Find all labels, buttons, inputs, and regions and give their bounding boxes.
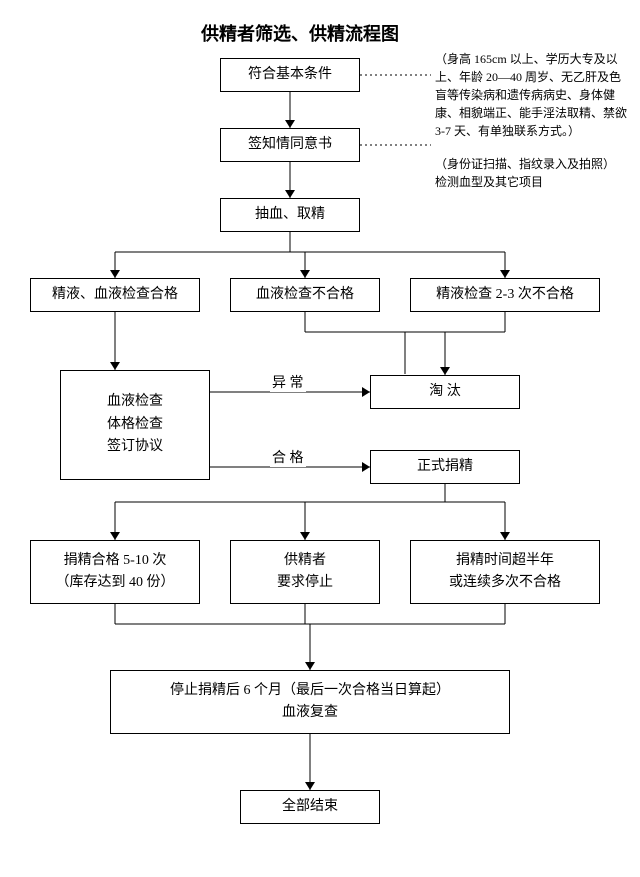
node-eliminate: 淘 汰 — [370, 375, 520, 409]
node-line: 要求停止 — [277, 572, 333, 594]
edge-label-pass: 合 格 — [270, 447, 306, 467]
node-overtime-or-fail: 捐精时间超半年 或连续多次不合格 — [410, 540, 600, 604]
node-line: 血液检查 — [107, 391, 163, 413]
node-line: 捐精合格 5-10 次 — [64, 550, 167, 572]
node-blood-semen: 抽血、取精 — [220, 198, 360, 232]
node-line: 或连续多次不合格 — [449, 572, 561, 594]
node-basic-conditions: 符合基本条件 — [220, 58, 360, 92]
node-end: 全部结束 — [240, 790, 380, 824]
node-label: 签知情同意书 — [248, 134, 332, 156]
node-line: 体格检查 — [107, 414, 163, 436]
node-line: 血液复查 — [282, 702, 338, 724]
node-label: 淘 汰 — [429, 381, 461, 403]
node-line: 捐精时间超半年 — [456, 550, 554, 572]
node-recheck: 停止捐精后 6 个月（最后一次合格当日算起） 血液复查 — [110, 670, 510, 734]
node-both-pass: 精液、血液检查合格 — [30, 278, 200, 312]
node-blood-fail: 血液检查不合格 — [230, 278, 380, 312]
node-line: 签订协议 — [107, 436, 163, 458]
node-formal-donate: 正式捐精 — [370, 450, 520, 484]
node-pass-5-10: 捐精合格 5-10 次 （库存达到 40 份） — [30, 540, 200, 604]
node-label: 血液检查不合格 — [256, 284, 354, 306]
node-label: 全部结束 — [282, 796, 338, 818]
node-label: 正式捐精 — [417, 456, 473, 478]
node-label: 符合基本条件 — [248, 64, 332, 86]
node-exam-contract: 血液检查 体格检查 签订协议 — [60, 370, 210, 480]
node-line: 停止捐精后 6 个月（最后一次合格当日算起） — [170, 680, 450, 702]
node-consent: 签知情同意书 — [220, 128, 360, 162]
node-label: 抽血、取精 — [255, 204, 325, 226]
node-donor-stop: 供精者 要求停止 — [230, 540, 380, 604]
node-line: （库存达到 40 份） — [56, 572, 175, 594]
node-label: 精液、血液检查合格 — [52, 284, 178, 306]
side-note-id: （身份证扫描、指纹录入及拍照） 检测血型及其它项目 — [435, 155, 630, 191]
edge-label-abnormal: 异 常 — [270, 372, 306, 392]
side-note-conditions: （身高 165cm 以上、学历大专及以上、年龄 20—40 周岁、无乙肝及色盲等… — [435, 50, 630, 140]
diagram-title: 供精者筛选、供精流程图 — [170, 20, 430, 46]
node-line: 供精者 — [284, 550, 326, 572]
node-label: 精液检查 2-3 次不合格 — [436, 284, 574, 306]
node-semen-fail: 精液检查 2-3 次不合格 — [410, 278, 600, 312]
